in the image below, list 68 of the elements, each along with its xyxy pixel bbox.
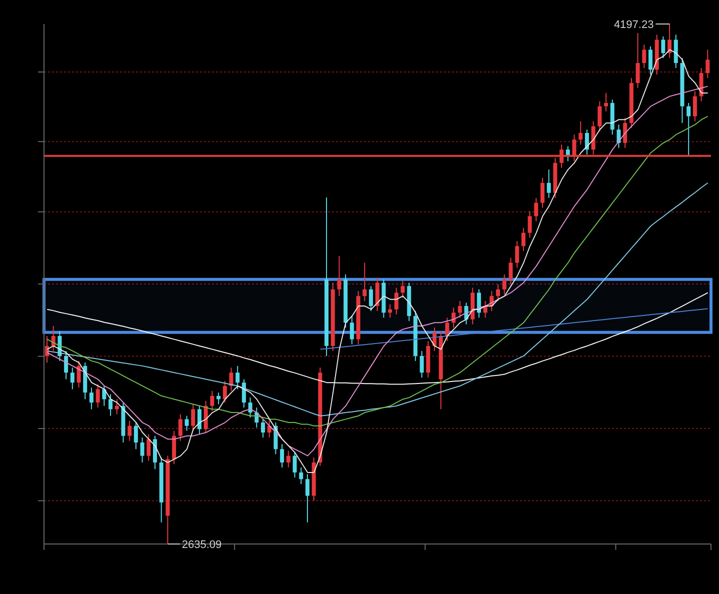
candlestick: [292, 452, 297, 478]
candlestick: [502, 274, 506, 295]
candlestick: [114, 398, 119, 415]
candlestick: [598, 100, 602, 132]
candlestick: [362, 262, 367, 302]
candlestick: [299, 466, 304, 485]
candlestick: [210, 390, 214, 412]
candlestick: [178, 414, 182, 442]
candlestick: [286, 450, 290, 468]
candlestick: [260, 418, 265, 438]
candlestick: [636, 32, 640, 88]
candlestick: [102, 385, 106, 406]
candlestick: [216, 392, 221, 405]
candlestick: [350, 316, 354, 345]
candlestick: [508, 257, 513, 285]
candlestick: [616, 124, 621, 148]
candlestick: [458, 300, 462, 318]
candlestick: [70, 367, 74, 390]
candlestick: [692, 90, 697, 122]
candlestick: [400, 280, 405, 298]
candlestick: [242, 378, 246, 408]
candlestick: [64, 350, 68, 380]
candlestick: [445, 317, 450, 342]
candlestick: [96, 384, 100, 408]
candlestick: [515, 240, 520, 268]
candlestick: [661, 36, 666, 59]
candlestick: [420, 350, 424, 378]
candlestick: [128, 420, 132, 442]
candlestick: [375, 277, 380, 312]
candlestick: [337, 256, 342, 297]
candlestick: [668, 24, 672, 59]
candlestick: [388, 304, 392, 318]
candlestick: [648, 46, 652, 76]
candlestick: [546, 169, 551, 198]
candlestick: [229, 367, 234, 392]
candlestick: [222, 380, 227, 404]
candlestick: [534, 197, 538, 222]
annotation: 2635.09: [182, 539, 222, 551]
candlestick: [394, 287, 398, 315]
candlestick: [280, 444, 284, 468]
candlestick: [604, 92, 608, 112]
candlestick: [699, 68, 704, 102]
candlestick: [706, 49, 710, 79]
candlestick: [686, 102, 691, 157]
annotation: 4197.23: [614, 19, 654, 31]
candlestick: [134, 422, 138, 450]
candlestick: [496, 284, 500, 302]
candlestick: [152, 435, 157, 470]
candlestick: [578, 120, 583, 146]
candlestick: [623, 117, 628, 148]
candlestick: [197, 405, 202, 435]
candlestick: [184, 415, 189, 432]
candlestick: [540, 177, 544, 208]
candlestick: [108, 394, 113, 416]
candlestick: [584, 129, 589, 156]
candlestick: [172, 430, 176, 465]
candlestick: [528, 210, 532, 238]
candlestick: [146, 434, 151, 462]
candlestick: [642, 44, 646, 69]
candlestick: [368, 286, 373, 312]
candlestick: [305, 474, 310, 523]
candlestick: [521, 227, 526, 252]
candlestick: [76, 360, 81, 388]
candlestick: [236, 365, 240, 390]
candlestick: [191, 404, 196, 432]
candlestick: [140, 437, 144, 463]
candlestick: [89, 387, 94, 410]
candlestick: [674, 34, 678, 69]
